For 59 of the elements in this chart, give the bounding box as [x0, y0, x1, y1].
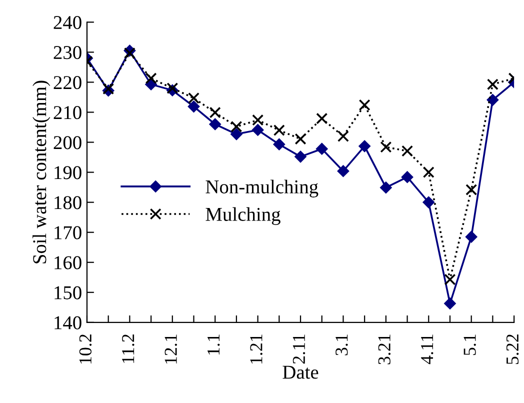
point [358, 99, 370, 111]
x-axis-title: Date [282, 366, 318, 379]
x-tick-label: 10.2 [79, 334, 92, 364]
point [358, 140, 370, 152]
y-tick-label: 230 [54, 46, 82, 60]
point [166, 82, 178, 94]
point [294, 133, 306, 145]
point [273, 138, 285, 150]
y-tick-label: 240 [54, 16, 82, 30]
point [316, 143, 328, 155]
y-tick-label: 200 [54, 136, 82, 150]
point [188, 92, 200, 104]
y-tick-label: 190 [54, 166, 82, 180]
point [273, 124, 285, 136]
x-tick-label: 12.1 [164, 334, 177, 364]
y-tick-label: 160 [54, 256, 82, 270]
point [124, 47, 136, 59]
point [486, 94, 499, 106]
point [380, 141, 392, 153]
x-tick-label: 2.11 [292, 334, 306, 364]
y-tick-label: 150 [54, 286, 82, 300]
y-axis-title: Soil water content(mm) [32, 80, 50, 264]
y-tick-label: 180 [54, 196, 82, 210]
point [486, 78, 498, 90]
legend-label: Non-mulching [206, 180, 318, 198]
point [209, 106, 221, 118]
point [145, 72, 157, 84]
point [402, 145, 414, 157]
point [230, 120, 242, 132]
point [380, 182, 392, 194]
point [316, 112, 328, 124]
point [422, 166, 434, 178]
x-tick-label: 11.2 [122, 334, 134, 363]
point [422, 196, 434, 208]
point [444, 274, 456, 286]
point [252, 114, 264, 126]
x-tick-label: 3.21 [378, 334, 391, 364]
point [230, 128, 242, 140]
y-tick-label: 210 [54, 106, 82, 120]
point [188, 100, 200, 112]
point [466, 184, 478, 196]
point [252, 124, 264, 136]
point [209, 118, 221, 130]
point [444, 298, 456, 310]
point [337, 130, 349, 142]
point [294, 150, 306, 162]
x-tick-label: 1.21 [250, 334, 262, 364]
y-tick-label: 170 [54, 226, 82, 240]
point [466, 231, 478, 243]
y-tick-label: 220 [54, 76, 82, 90]
x-tick-label: 1.1 [208, 334, 220, 354]
legend-label: Mulching [206, 207, 280, 225]
point [401, 171, 414, 183]
x-tick-label: 3.1 [336, 334, 348, 356]
x-tick-label: 5.1 [464, 334, 476, 356]
y-tick-label: 140 [54, 316, 82, 330]
x-tick-label: 5.22 [506, 334, 519, 364]
x-tick-label: 4.11 [421, 334, 434, 364]
point [337, 165, 350, 177]
